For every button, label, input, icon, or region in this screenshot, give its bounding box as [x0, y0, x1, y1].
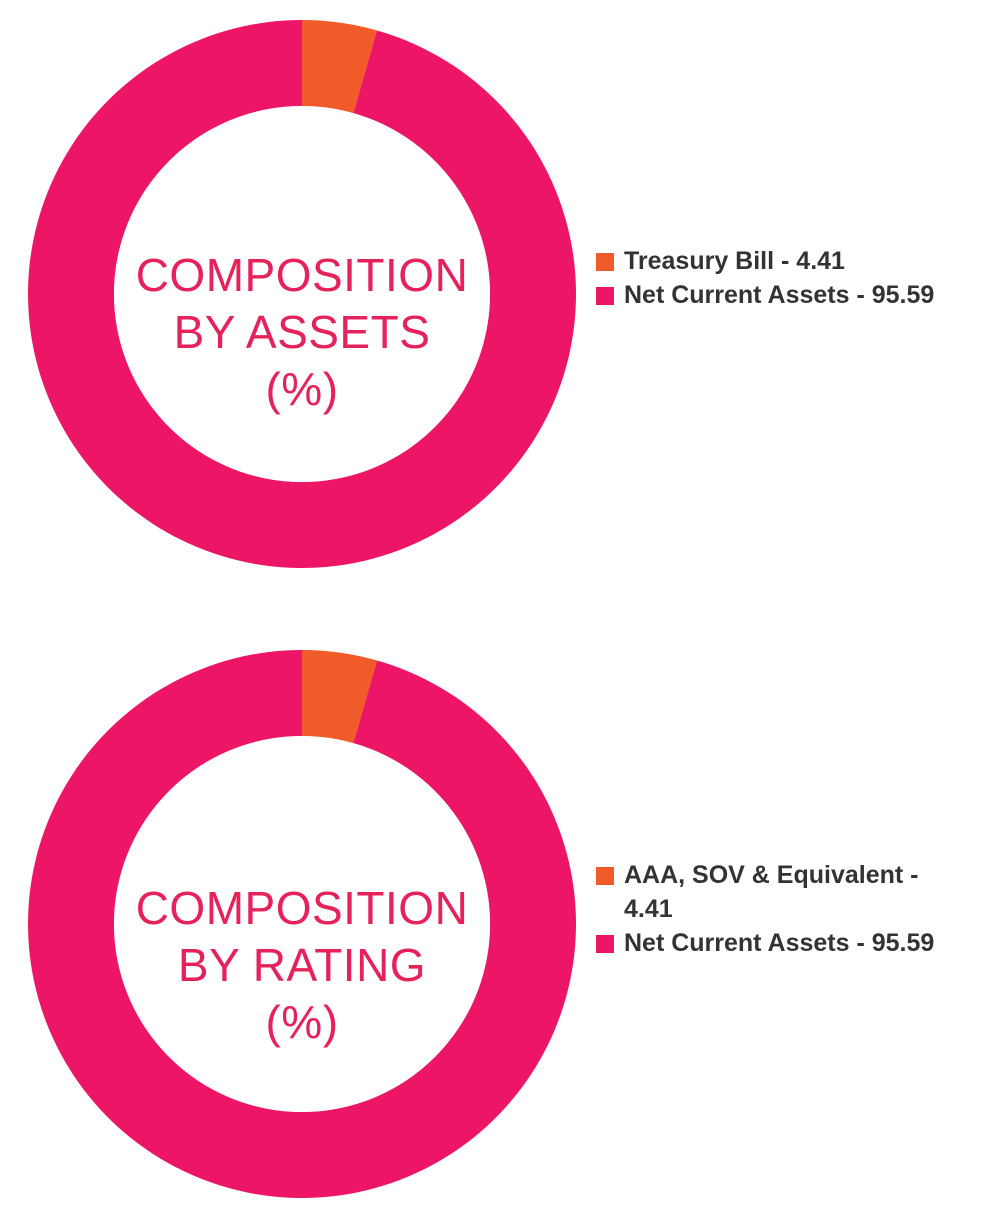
- donut-slice: [28, 650, 576, 1198]
- donut-chart-assets: [28, 20, 576, 568]
- donut-hole: [114, 106, 490, 482]
- chart-legend: Treasury Bill - 4.41 Net Current Assets …: [596, 244, 996, 312]
- legend-item: Treasury Bill - 4.41: [596, 244, 996, 278]
- legend-label: Treasury Bill - 4.41: [624, 247, 845, 275]
- legend-label: AAA, SOV & Equivalent - 4.41: [624, 861, 919, 923]
- donut-slice: [302, 20, 377, 114]
- donut-chart-rating: [28, 650, 576, 1198]
- legend-label: Net Current Assets - 95.59: [624, 281, 935, 309]
- chart-center-title: COMPOSITION BY RATING (%): [102, 880, 502, 1051]
- donut-slice: [28, 20, 576, 568]
- donut-hole: [114, 736, 490, 1112]
- title-line: BY RATING: [177, 939, 427, 991]
- legend-swatch: [596, 935, 614, 953]
- legend-swatch: [596, 867, 614, 885]
- chart-legend: AAA, SOV & Equivalent - 4.41 Net Current…: [596, 858, 946, 960]
- title-line: BY ASSETS: [173, 306, 431, 358]
- legend-swatch: [596, 253, 614, 271]
- title-line: COMPOSITION: [135, 249, 469, 301]
- chart-center-title: COMPOSITION BY ASSETS (%): [102, 247, 502, 418]
- title-line: COMPOSITION: [135, 882, 469, 934]
- legend-item: Net Current Assets - 95.59: [596, 926, 946, 960]
- title-line: (%): [265, 996, 339, 1048]
- legend-item: Net Current Assets - 95.59: [596, 278, 996, 312]
- legend-item: AAA, SOV & Equivalent - 4.41: [596, 858, 946, 926]
- composition-by-rating-chart: COMPOSITION BY RATING (%) AAA, SOV & Equ…: [0, 630, 1006, 1225]
- legend-label: Net Current Assets - 95.59: [624, 929, 935, 957]
- title-line: (%): [265, 363, 339, 415]
- composition-by-assets-chart: COMPOSITION BY ASSETS (%) Treasury Bill …: [0, 0, 1006, 600]
- donut-slice: [302, 650, 377, 744]
- legend-swatch: [596, 287, 614, 305]
